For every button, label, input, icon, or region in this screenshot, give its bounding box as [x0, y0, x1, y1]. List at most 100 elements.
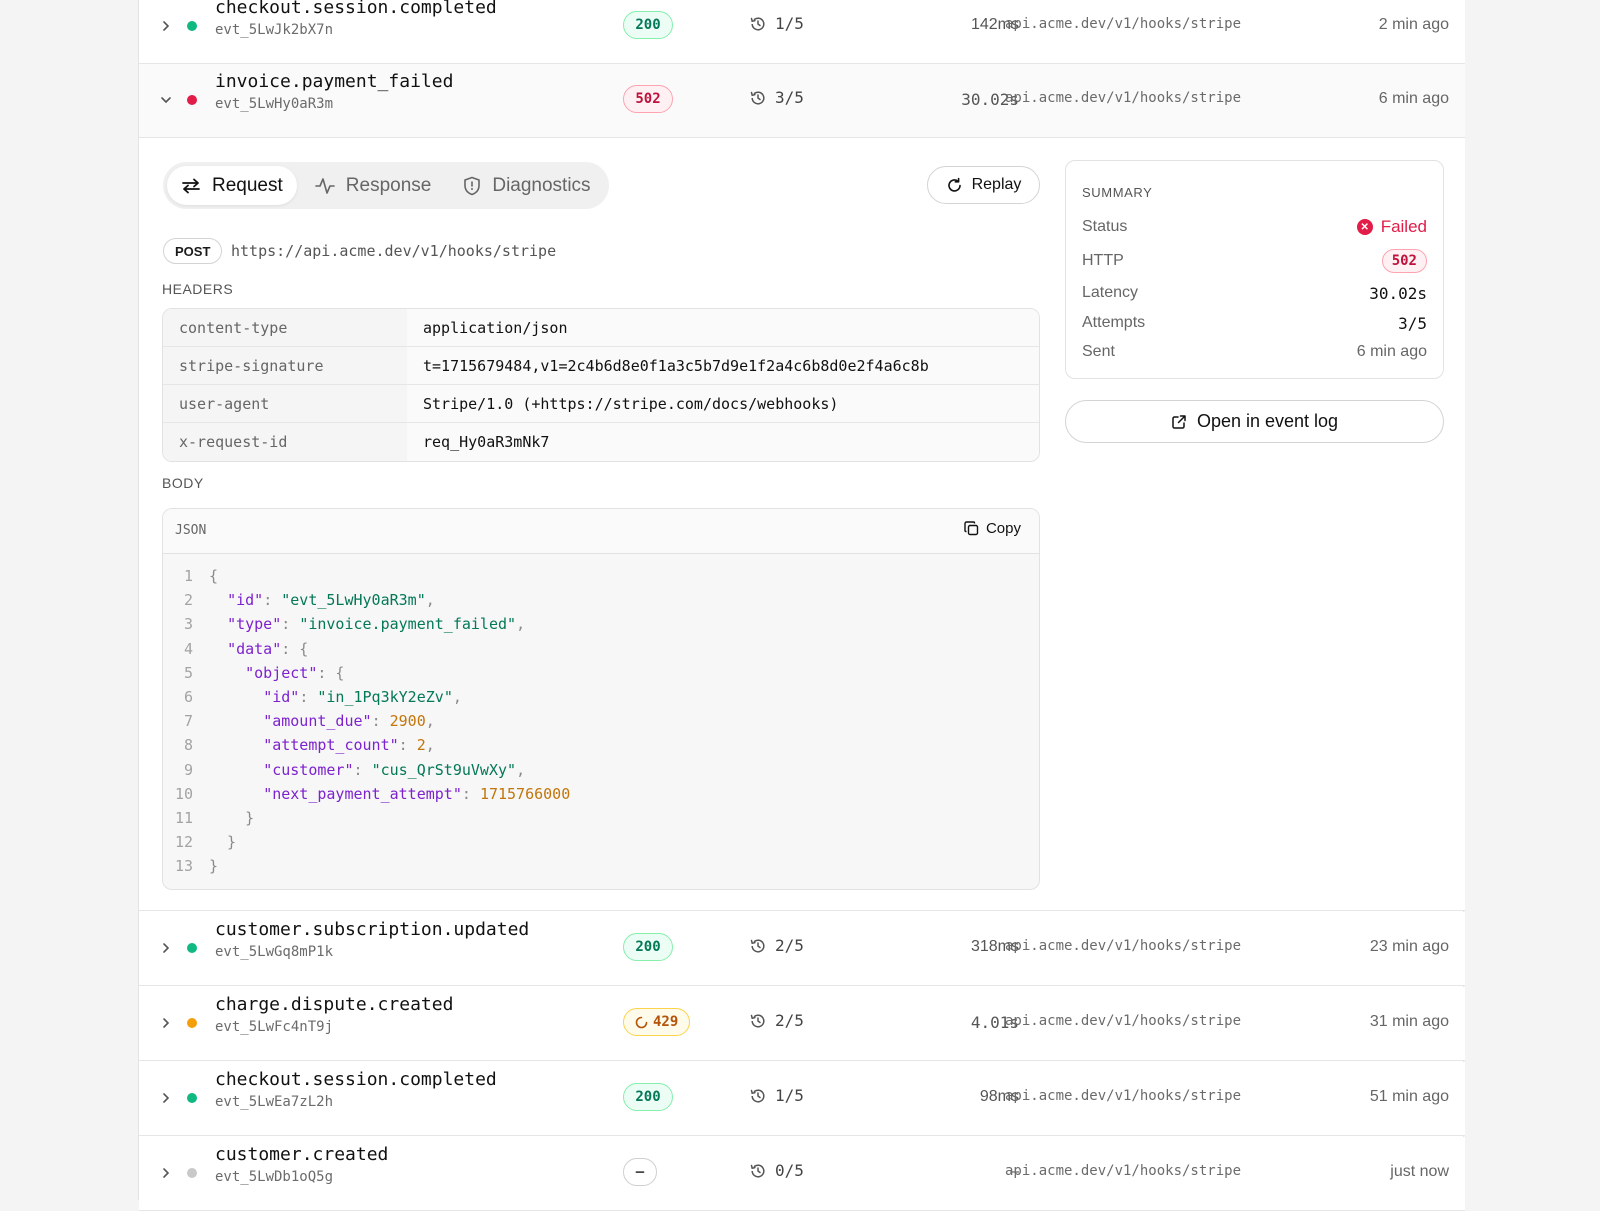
tab-request[interactable]: Request [167, 166, 297, 205]
status-failed: ✕ Failed [1356, 217, 1427, 237]
timestamp: 2 min ago [1378, 16, 1449, 33]
event-name: charge.dispute.created [215, 994, 454, 1015]
code-line: 6 "id": "in_1Pq3kY2eZv", [183, 688, 462, 707]
attempts-value: 2/5 [775, 1011, 804, 1030]
header-value: Stripe/1.0 (+https://stripe.com/docs/web… [407, 385, 1039, 422]
attempts: 2/5 [749, 1011, 804, 1030]
open-event-log-button[interactable]: Open in event log [1065, 400, 1444, 443]
attempts-value: 3/5 [775, 88, 804, 107]
attempts: 1/5 [749, 14, 804, 33]
event-row[interactable]: checkout.session.completed evt_5LwEa7zL2… [139, 1062, 1465, 1136]
code-line: 4 "data": { [183, 639, 309, 658]
history-icon [750, 90, 765, 104]
timestamp: 31 min ago [1369, 1013, 1449, 1030]
attempts: 0/5 [749, 1161, 804, 1180]
code-line: 9 "customer": "cus_QrSt9uVwXy", [183, 760, 526, 779]
latency: 98ms [979, 1088, 1019, 1105]
replay-button[interactable]: Replay [927, 166, 1040, 204]
tab-diagnostics[interactable]: Diagnostics [449, 166, 604, 205]
event-row[interactable]: checkout.session.completed evt_5LwJk2bX7… [139, 0, 1465, 64]
header-key: stripe-signature [163, 347, 407, 384]
copy-button[interactable]: Copy [964, 520, 1021, 537]
timestamp: 51 min ago [1369, 1088, 1449, 1105]
json-object-id: in_1Pq3kY2eZv [326, 688, 444, 707]
headers-heading: HEADERS [162, 281, 234, 297]
http-status-badge: – [623, 1158, 657, 1186]
status-dot [187, 943, 197, 953]
event-row[interactable]: customer.subscription.updated evt_5LwGq8… [139, 912, 1465, 986]
summary-label: Status [1082, 218, 1128, 235]
attempts-value: 1/5 [775, 1086, 804, 1105]
latency: 142ms [970, 16, 1019, 33]
history-icon [750, 1088, 765, 1102]
code-language: JSON [175, 523, 207, 538]
header-row: x-request-id req_Hy0aR3mNk7 [163, 423, 1039, 461]
http-status-badge: 200 [623, 11, 673, 39]
error-circle-icon: ✕ [1356, 219, 1373, 235]
header-value: req_Hy0aR3mNk7 [407, 423, 1039, 461]
summary-row-attempts: Attempts 3/5 [1082, 311, 1427, 335]
chevron-right-icon[interactable] [155, 1087, 177, 1109]
activity-icon [314, 177, 335, 194]
timestamp: 23 min ago [1369, 938, 1449, 955]
code-line: 7 "amount_due": 2900, [183, 712, 435, 731]
tab-diagnostics-label: Diagnostics [492, 174, 591, 196]
event-id: evt_5LwFc4nT9j [215, 1019, 334, 1035]
chevron-right-icon[interactable] [155, 15, 177, 37]
chevron-down-icon[interactable] [155, 89, 177, 111]
status-value: Failed [1380, 217, 1427, 236]
attempts: 1/5 [749, 1086, 804, 1105]
shield-icon [464, 176, 481, 195]
event-id: evt_5LwGq8mP1k [215, 944, 334, 960]
http-status-badge: 200 [623, 933, 673, 961]
refresh-icon [947, 177, 961, 192]
endpoint: api.acme.dev/v1/hooks/stripe [1005, 938, 1242, 954]
summary-card: SUMMARY Status ✕ Failed HTTP 502 Latency … [1065, 160, 1444, 379]
swap-arrows-icon [182, 178, 200, 193]
endpoint: api.acme.dev/v1/hooks/stripe [1005, 1088, 1242, 1104]
event-row-expanded[interactable]: invoice.payment_failed evt_5LwHy0aR3m 50… [139, 64, 1465, 138]
tab-response[interactable]: Response [301, 166, 446, 205]
header-key: user-agent [163, 385, 407, 422]
json-id: evt_5LwHy0aR3m [290, 591, 417, 610]
attempts-value: 1/5 [775, 14, 804, 33]
chevron-right-icon[interactable] [155, 1012, 177, 1034]
timestamp: just now [1390, 1163, 1449, 1180]
summary-row-latency: Latency 30.02s [1082, 281, 1427, 305]
header-value: application/json [407, 309, 1039, 346]
status-dot [187, 1168, 197, 1178]
json-next-payment-attempt: 1715766000 [479, 784, 571, 803]
event-name: invoice.payment_failed [215, 71, 454, 92]
header-row: user-agent Stripe/1.0 (+https://stripe.co… [163, 385, 1039, 423]
chevron-right-icon[interactable] [155, 937, 177, 959]
history-icon [750, 1163, 765, 1177]
http-status-badge: 429 [623, 1008, 691, 1036]
chevron-right-icon[interactable] [155, 1162, 177, 1184]
code-line: 1{ [183, 567, 219, 586]
http-status-value: 429 [653, 1014, 679, 1030]
header-key: x-request-id [163, 423, 407, 461]
event-name: checkout.session.completed [215, 1069, 497, 1090]
event-id: evt_5LwJk2bX7n [215, 22, 334, 38]
summary-row-status: Status ✕ Failed [1082, 215, 1427, 239]
endpoint: api.acme.dev/v1/hooks/stripe [1005, 1163, 1242, 1179]
event-id: evt_5LwDb1oQ5g [215, 1169, 334, 1185]
latency: 318ms [970, 938, 1019, 955]
code-line: 5 "object": { [183, 663, 345, 682]
http-status-badge: 200 [623, 1083, 673, 1111]
copy-icon [964, 521, 979, 536]
header-key: content-type [163, 309, 407, 346]
attempts-value: 2/5 [775, 936, 804, 955]
headers-table: content-type application/json stripe-sign… [162, 308, 1040, 462]
event-row[interactable]: charge.dispute.created evt_5LwFc4nT9j 42… [139, 987, 1465, 1061]
code-header: JSON Copy [163, 509, 1039, 554]
history-icon [750, 16, 765, 30]
code-line: 3 "type": "invoice.payment_failed", [183, 615, 526, 634]
http-method-badge: POST [163, 238, 223, 264]
event-name: customer.subscription.updated [215, 919, 530, 940]
summary-value: 3/5 [1398, 313, 1427, 333]
code-line: 11 } [174, 808, 255, 827]
event-row[interactable]: customer.created evt_5LwDb1oQ5g – 0/5 – … [139, 1137, 1465, 1211]
tab-request-label: Request [212, 174, 283, 196]
header-value: t=1715679484,v1=2c4b6d8e0f1a3c5b7d9e1f2a… [407, 347, 1039, 384]
